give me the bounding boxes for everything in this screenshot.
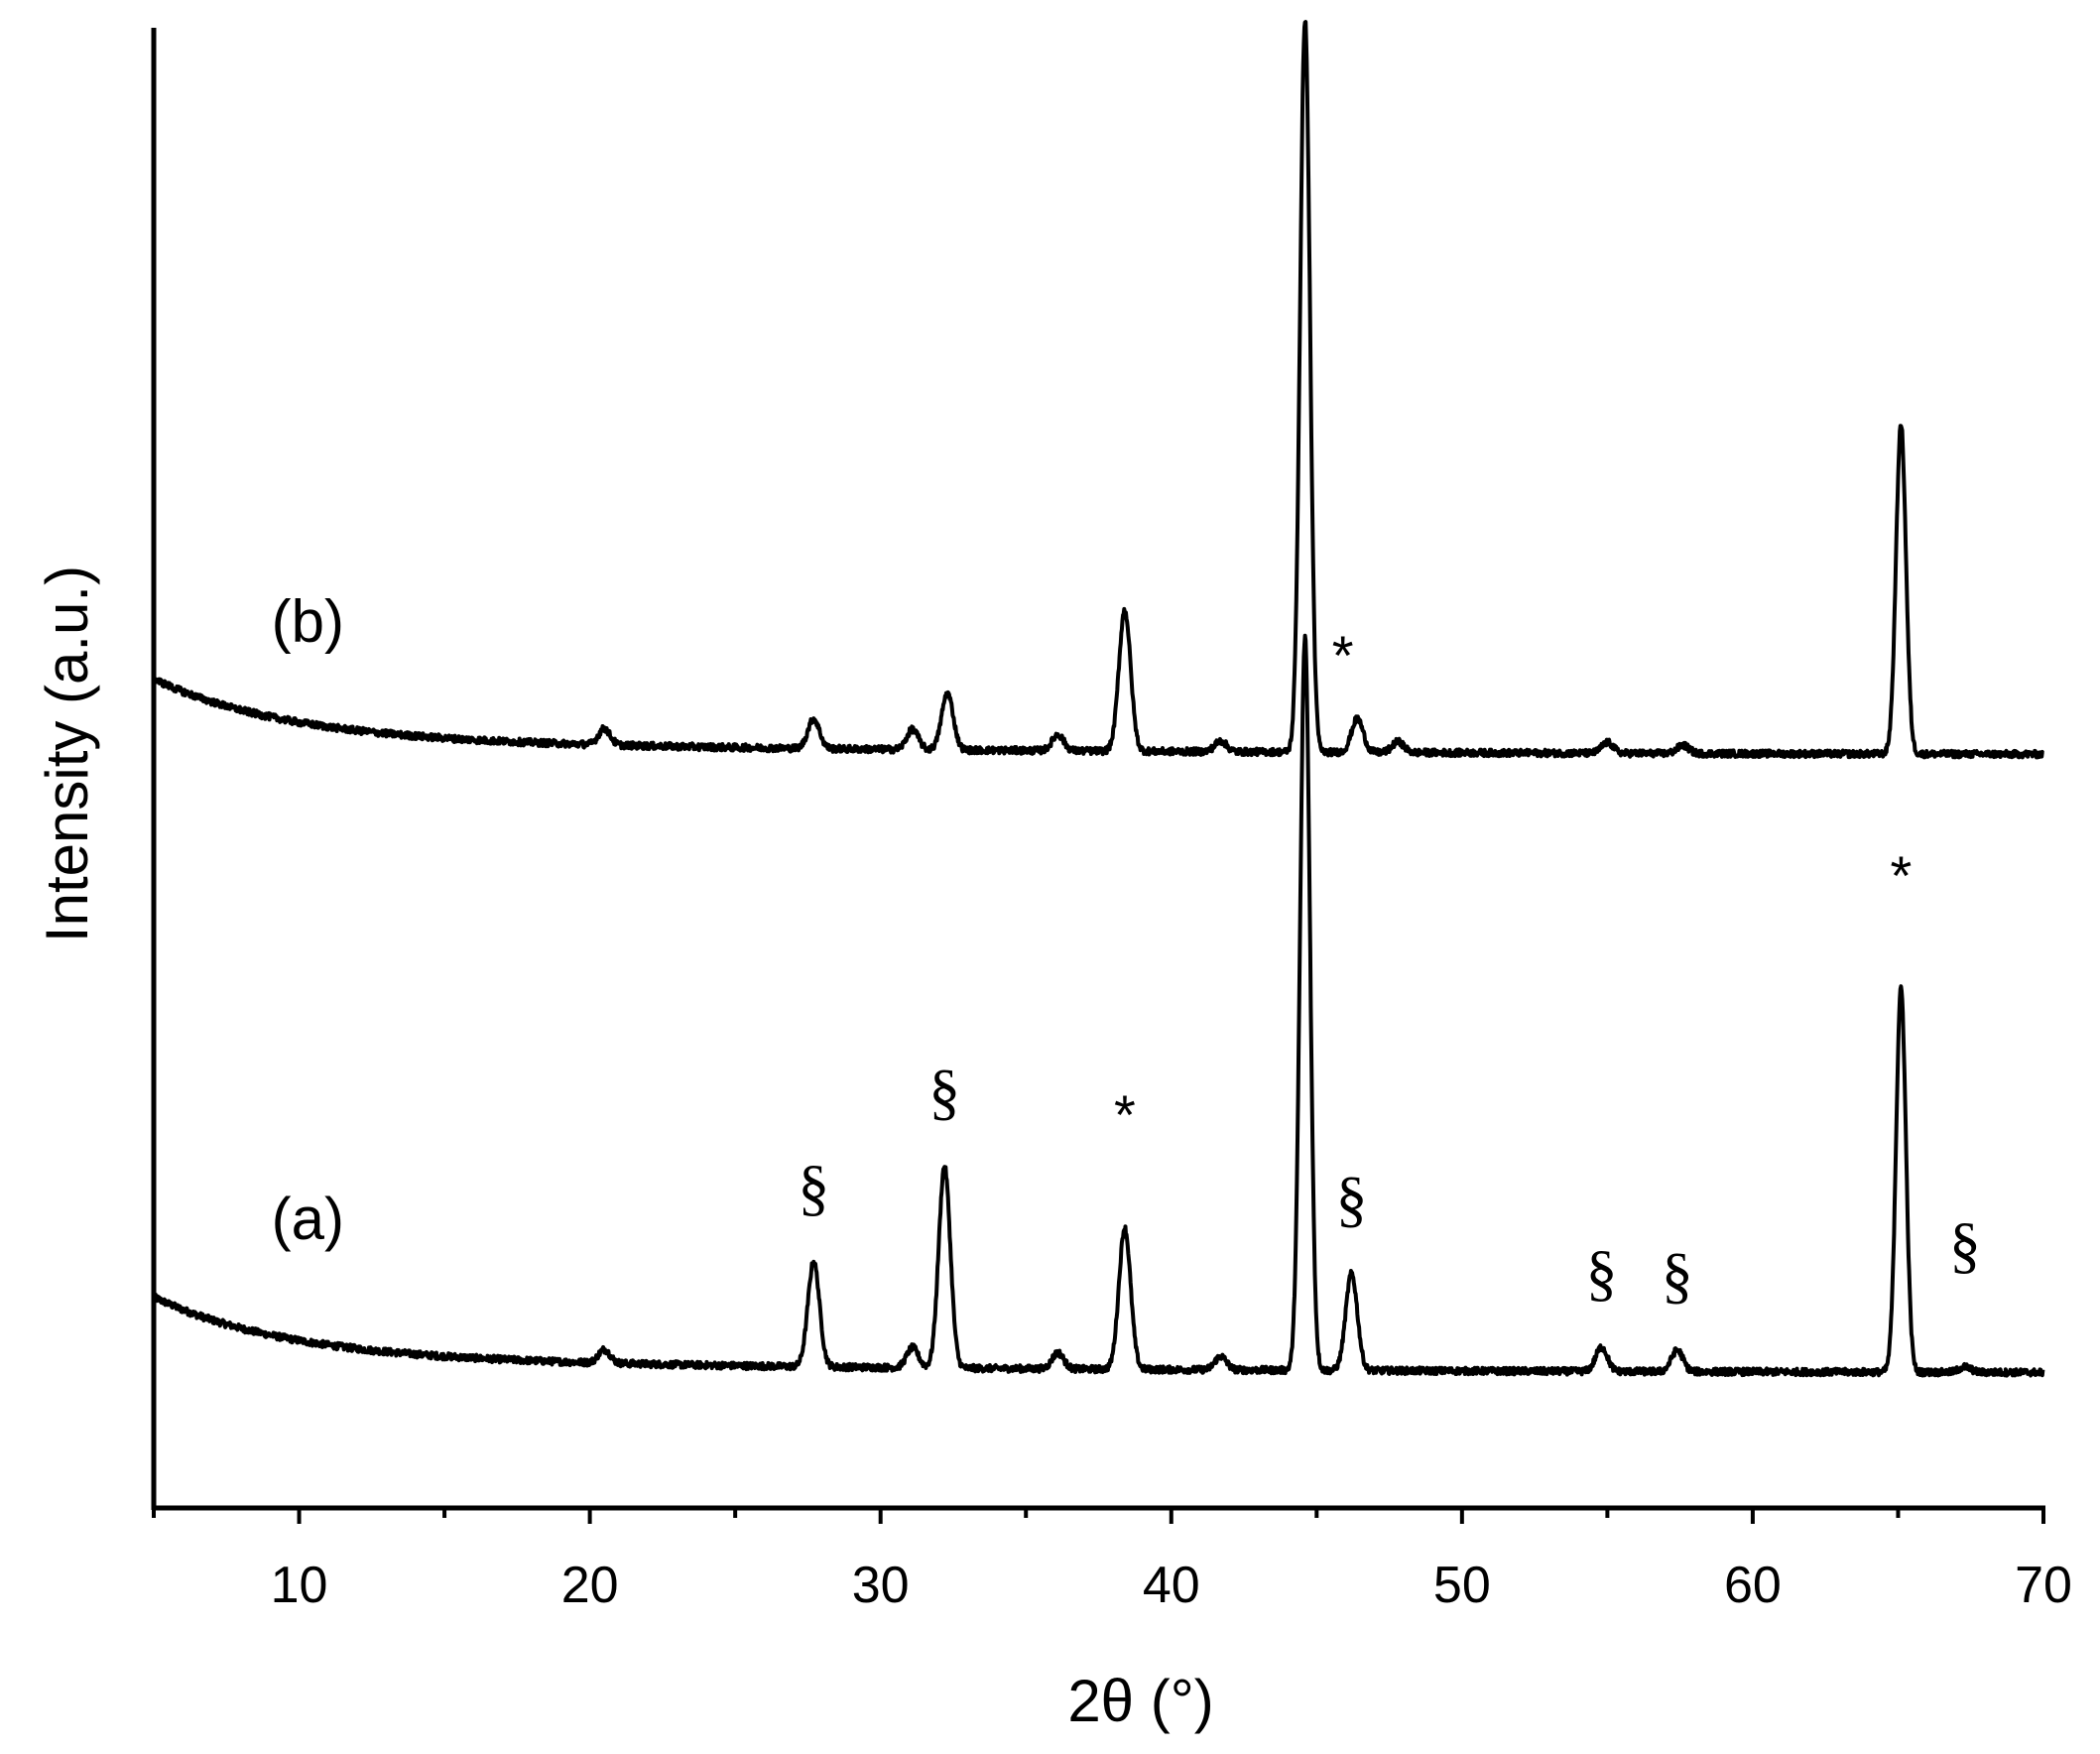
x-tick-label: 40 — [1143, 1557, 1200, 1614]
section-marker: § — [1586, 1237, 1618, 1308]
series-label-b: (b) — [272, 587, 344, 654]
peak-annotations: § § * * § § § * § — [798, 624, 1981, 1311]
series-line-a — [152, 633, 2045, 1378]
section-marker: § — [928, 1057, 960, 1127]
x-tick-label: 30 — [852, 1557, 910, 1614]
series-line-b — [152, 20, 2044, 760]
x-tick-label: 20 — [561, 1557, 619, 1614]
asterisk-marker: * — [1114, 1083, 1136, 1146]
x-tick-label: 60 — [1724, 1557, 1782, 1614]
asterisk-marker: * — [1332, 624, 1354, 687]
section-marker: § — [798, 1152, 829, 1222]
x-ticks — [152, 1508, 2045, 1524]
asterisk-marker: * — [1890, 844, 1912, 907]
series-label-a: (a) — [272, 1186, 344, 1252]
section-marker: § — [1335, 1164, 1367, 1234]
x-tick-label: 10 — [271, 1557, 328, 1614]
x-axis-title: 2θ (°) — [1067, 1668, 1213, 1734]
y-axis-title: Intensity (a.u.) — [34, 565, 100, 942]
section-marker: § — [1662, 1240, 1693, 1311]
x-tick-label: 70 — [2015, 1557, 2072, 1614]
x-tick-label: 50 — [1433, 1557, 1491, 1614]
section-marker: § — [1949, 1209, 1981, 1280]
series-lines — [152, 20, 2045, 1378]
series-labels: (a) (b) — [272, 587, 344, 1252]
axes — [151, 28, 2045, 1511]
x-tick-labels: 10 20 30 40 50 60 70 — [271, 1557, 2072, 1614]
